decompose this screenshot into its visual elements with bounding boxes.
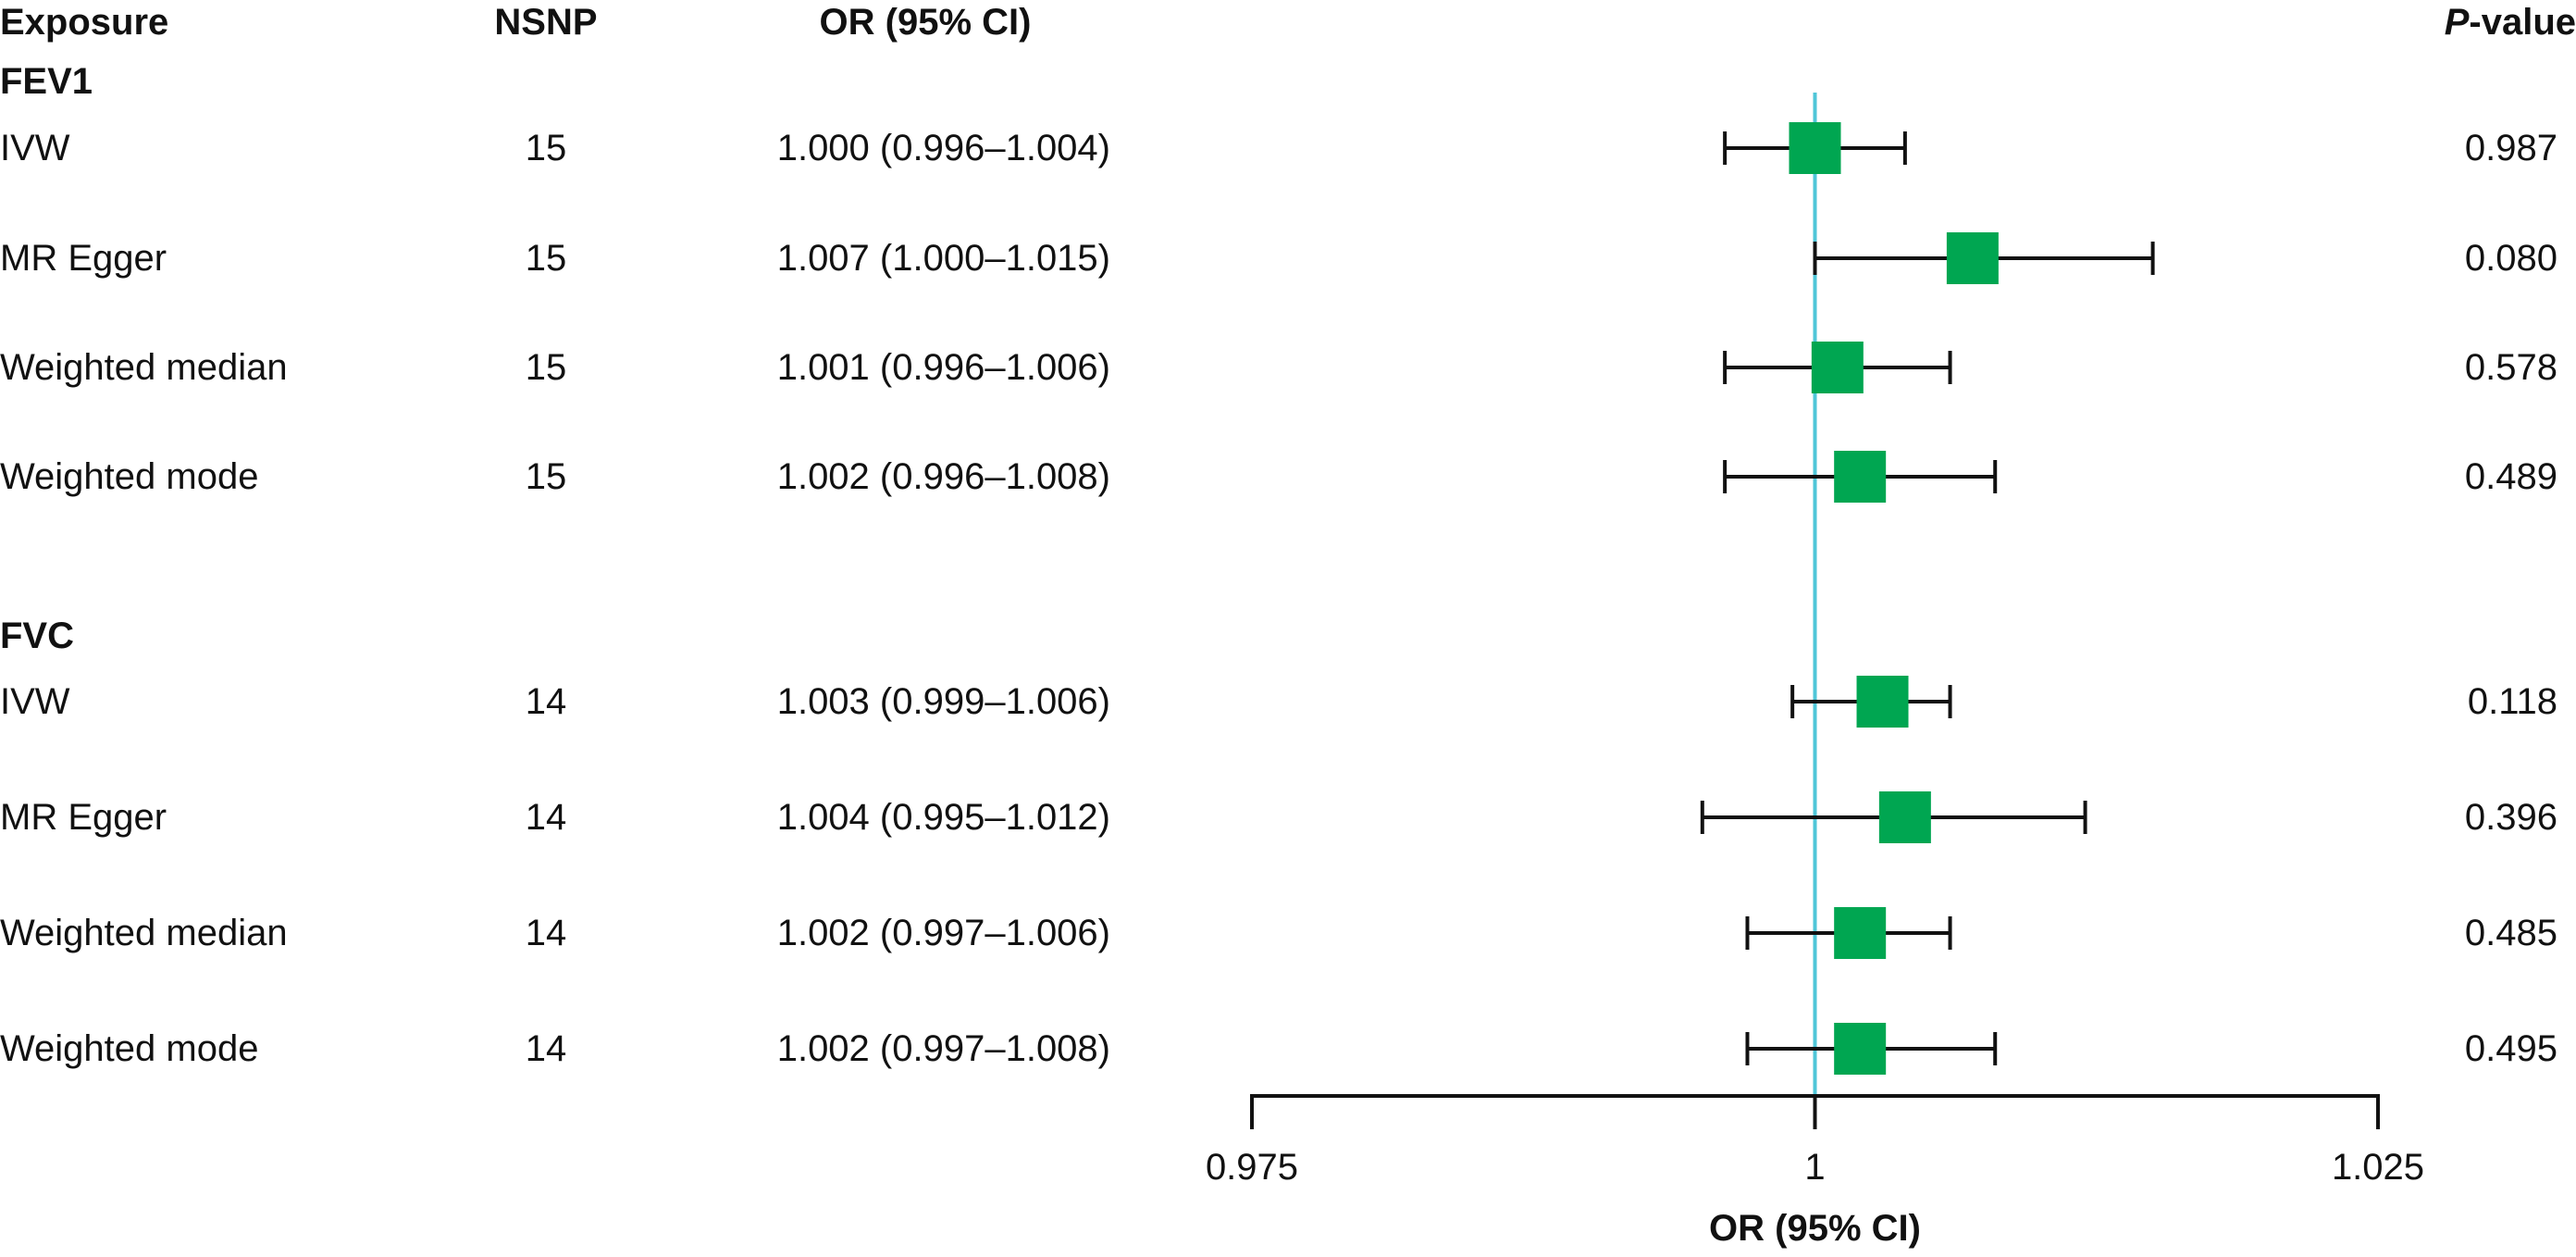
p-value: 0.118 <box>2467 681 2557 722</box>
header-p-italic: P <box>2444 2 2470 43</box>
table-row: MR Egger 15 1.007 (1.000–1.015) 0.080 <box>0 235 2576 281</box>
nsnp-value: 14 <box>525 681 567 722</box>
nsnp-value: 15 <box>525 128 567 168</box>
or-ci-text: 1.004 (0.995–1.012) <box>776 797 1110 838</box>
x-tick-label: 0.975 <box>1206 1147 1298 1188</box>
table-row: MR Egger 14 1.004 (0.995–1.012) 0.396 <box>0 794 2576 840</box>
or-ci-text: 1.007 (1.000–1.015) <box>776 238 1110 279</box>
or-ci-text: 1.002 (0.996–1.008) <box>776 456 1110 497</box>
table-row: Weighted mode 14 1.002 (0.997–1.008) 0.495 <box>0 1026 2576 1072</box>
or-point-marker <box>1946 232 1999 284</box>
or-ci-text: 1.002 (0.997–1.008) <box>776 1028 1110 1069</box>
x-tick-label: 1.025 <box>2332 1147 2424 1188</box>
method-label: MR Egger <box>0 238 167 279</box>
or-ci-text: 1.002 (0.997–1.006) <box>776 913 1110 953</box>
nsnp-value: 14 <box>525 797 567 838</box>
p-value: 0.489 <box>2464 456 2557 497</box>
table-row: Weighted mode 15 1.002 (0.996–1.008) 0.489 <box>0 454 2576 500</box>
method-label: MR Egger <box>0 797 167 838</box>
header-p-value: P-value <box>2445 0 2576 44</box>
nsnp-value: 15 <box>525 347 567 388</box>
or-point-marker <box>1878 791 1931 843</box>
method-label: IVW <box>0 128 70 168</box>
x-tick-label: 1 <box>1804 1147 1825 1188</box>
header-exposure: Exposure <box>0 2 169 43</box>
or-point-marker <box>1811 342 1864 393</box>
nsnp-value: 15 <box>525 238 567 279</box>
p-value: 0.080 <box>2464 238 2557 279</box>
x-axis-title: OR (95% CI) <box>1709 1208 1921 1249</box>
table-row: Weighted median 15 1.001 (0.996–1.006) 0.57… <box>0 344 2576 391</box>
method-label: IVW <box>0 681 70 722</box>
p-value: 0.485 <box>2464 913 2557 953</box>
method-label: Weighted mode <box>0 1028 259 1069</box>
table-row: IVW 14 1.003 (0.999–1.006) 0.118 <box>0 678 2576 725</box>
nsnp-value: 15 <box>525 456 567 497</box>
header-p-suffix: -value <box>2469 2 2576 43</box>
group-label-fev1: FEV1 <box>0 61 93 102</box>
header-nsnp: NSNP <box>494 2 598 43</box>
or-point-marker <box>1856 676 1909 728</box>
method-label: Weighted median <box>0 913 288 953</box>
or-ci-text: 1.001 (0.996–1.006) <box>776 347 1110 388</box>
p-value: 0.495 <box>2464 1028 2557 1069</box>
group-label-fvc: FVC <box>0 616 74 656</box>
nsnp-value: 14 <box>525 913 567 953</box>
or-point-marker <box>1789 122 1841 174</box>
p-value: 0.578 <box>2464 347 2557 388</box>
method-label: Weighted mode <box>0 456 259 497</box>
p-value: 0.987 <box>2464 128 2557 168</box>
method-label: Weighted median <box>0 347 288 388</box>
table-row: IVW 15 1.000 (0.996–1.004) 0.987 <box>0 125 2576 171</box>
p-value: 0.396 <box>2464 797 2557 838</box>
header-or: OR (95% CI) <box>819 2 1032 43</box>
nsnp-value: 14 <box>525 1028 567 1069</box>
or-point-marker <box>1834 451 1887 503</box>
or-point-marker <box>1834 1023 1887 1075</box>
or-point-marker <box>1834 907 1887 959</box>
or-ci-text: 1.000 (0.996–1.004) <box>776 128 1110 168</box>
or-ci-text: 1.003 (0.999–1.006) <box>776 681 1110 722</box>
table-row: Weighted median 14 1.002 (0.997–1.006) 0.48… <box>0 910 2576 956</box>
